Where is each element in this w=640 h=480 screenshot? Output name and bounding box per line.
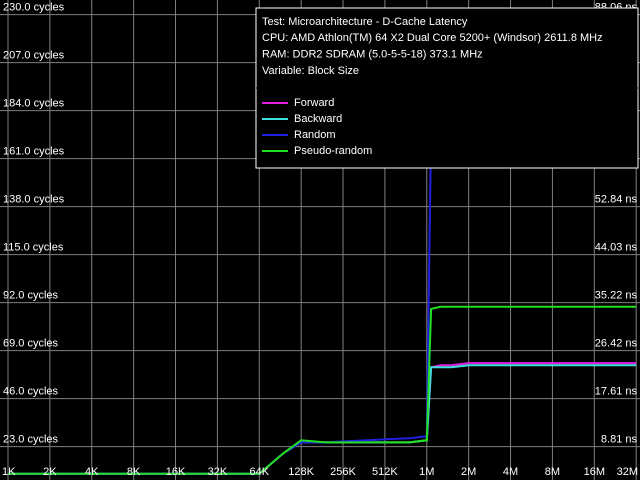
x-tick-label: 32M: [617, 466, 638, 478]
info-line: Variable: Block Size: [262, 65, 359, 77]
y-tick-label: 230.0 cycles: [3, 2, 65, 14]
x-tick-label: 8K: [127, 466, 141, 478]
y-tick-label: 161.0 cycles: [3, 146, 65, 158]
legend-label: Pseudo-random: [294, 145, 372, 157]
y-tick-label: 92.0 cycles: [3, 290, 59, 302]
y-tick-label: 69.0 cycles: [3, 338, 59, 350]
y2-tick-label: 44.03 ns: [595, 242, 638, 254]
x-tick-label: 1M: [419, 466, 434, 478]
info-line: Test: Microarchitecture - D-Cache Latenc…: [262, 16, 468, 28]
x-tick-label: 512K: [372, 466, 398, 478]
y-tick-label: 46.0 cycles: [3, 386, 59, 398]
x-tick-label: 16M: [584, 466, 605, 478]
legend: Test: Microarchitecture - D-Cache Latenc…: [255, 7, 639, 169]
y-tick-label: 184.0 cycles: [3, 98, 65, 110]
x-tick-label: 16K: [166, 466, 186, 478]
x-tick-label: 2M: [461, 466, 476, 478]
y2-tick-label: 26.42 ns: [595, 338, 638, 350]
y2-tick-label: 52.84 ns: [595, 193, 638, 205]
y-tick-label: 138.0 cycles: [3, 194, 65, 206]
lines: [8, 11, 637, 475]
y2-tick-label: 35.22 ns: [595, 290, 638, 302]
x-tick-label: 64K: [249, 466, 269, 478]
x-tick-label: 2K: [43, 466, 57, 478]
y-tick-label: 115.0 cycles: [3, 242, 64, 254]
x-tick-label: 256K: [330, 466, 356, 478]
x-tick-label: 128K: [288, 466, 314, 478]
x-tick-label: 4M: [503, 466, 518, 478]
series-line: [8, 305, 637, 475]
x-tick-label: 4K: [85, 466, 99, 478]
y-tick-label: 23.0 cycles: [3, 434, 59, 446]
y-tick-label: 207.0 cycles: [3, 50, 65, 62]
x-tick-label: 1K: [2, 466, 16, 478]
info-line: RAM: DDR2 SDRAM (5.0-5-5-18) 373.1 MHz: [262, 49, 483, 61]
legend-label: Random: [294, 129, 336, 141]
info-line: CPU: AMD Athlon(TM) 64 X2 Dual Core 5200…: [262, 32, 603, 44]
legend-label: Forward: [294, 97, 334, 109]
y2-tick-label: 8.81 ns: [601, 433, 638, 445]
x-tick-label: 8M: [545, 466, 560, 478]
legend-label: Backward: [294, 113, 342, 125]
x-tick-label: 32K: [208, 466, 228, 478]
y2-tick-label: 17.61 ns: [595, 386, 638, 398]
